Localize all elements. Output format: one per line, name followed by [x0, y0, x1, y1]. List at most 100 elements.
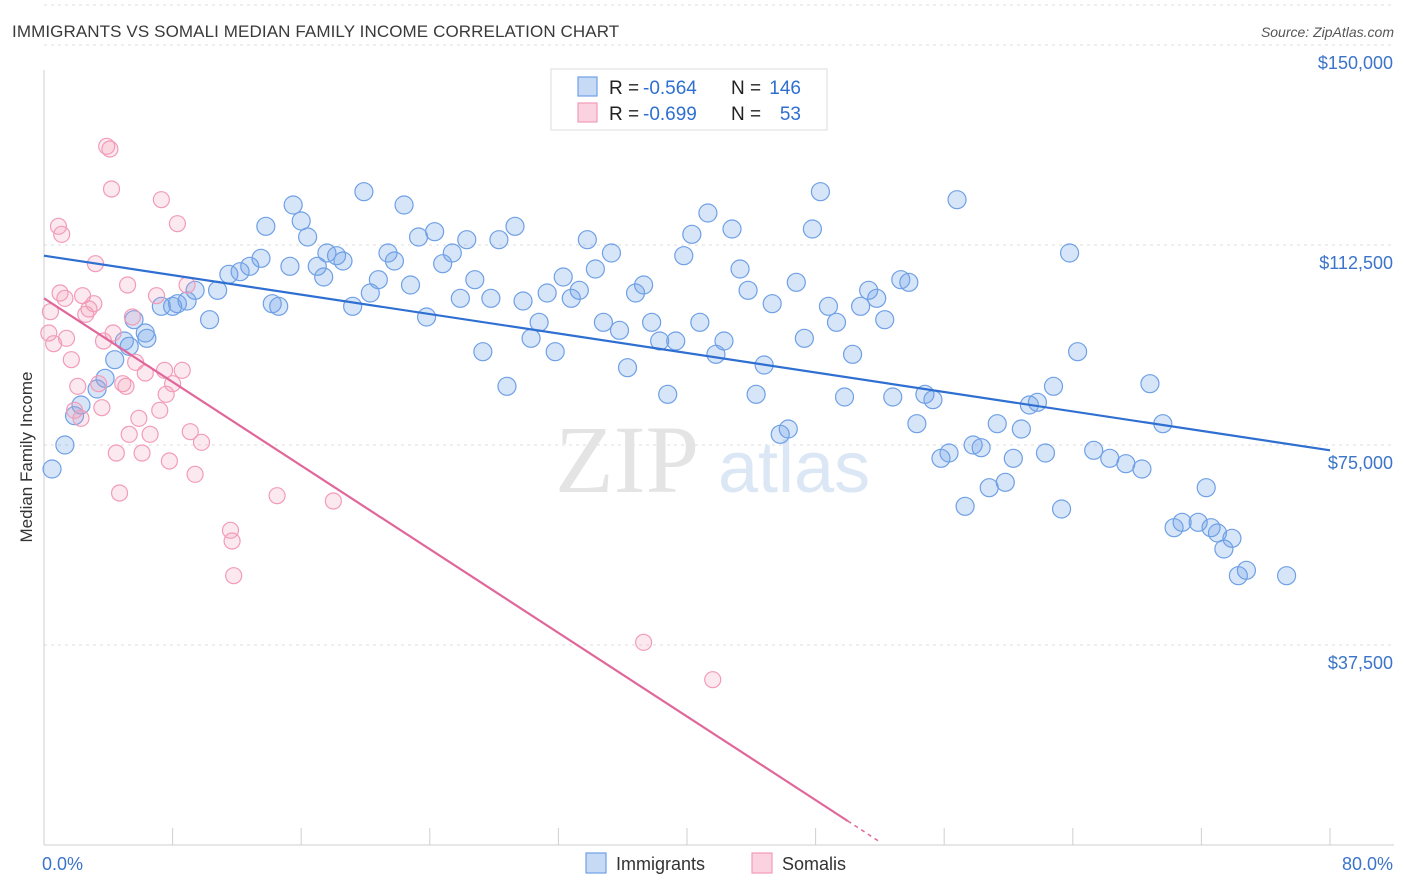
axes — [43, 70, 1394, 846]
chart-source: Source: ZipAtlas.com — [1260, 24, 1394, 40]
point-immigrants — [256, 216, 276, 236]
point-immigrants — [842, 344, 863, 364]
point-somalis — [118, 276, 137, 294]
point-immigrants — [1051, 499, 1072, 519]
point-immigrants — [585, 259, 605, 279]
point-somalis — [178, 276, 196, 294]
point-immigrants — [354, 182, 374, 202]
point-immigrants — [425, 222, 445, 242]
point-somalis — [181, 423, 199, 441]
point-immigrants — [177, 291, 197, 311]
point-immigrants — [1140, 374, 1160, 394]
point-somalis — [151, 401, 169, 419]
y-tick-label: $112,500 — [1319, 253, 1393, 273]
point-somalis — [107, 444, 125, 462]
point-immigrants — [185, 280, 205, 300]
point-immigrants — [1276, 566, 1297, 586]
legend-r-label-immigrants: R = — [609, 78, 639, 99]
x-ticks — [43, 828, 1331, 845]
bottom-legend-label-immigrants: Immigrants — [616, 854, 705, 874]
point-immigrants — [609, 320, 630, 340]
point-immigrants — [333, 251, 353, 271]
point-immigrants — [378, 243, 398, 263]
point-somalis — [123, 308, 142, 326]
point-immigrants — [1116, 454, 1136, 474]
point-immigrants — [314, 267, 334, 287]
point-somalis — [186, 465, 204, 483]
point-immigrants — [995, 472, 1015, 492]
y-tick-label: $150,000 — [1318, 53, 1393, 73]
point-immigrants — [55, 435, 75, 455]
legend-r-value-immigrants: -0.564 — [643, 78, 697, 99]
point-immigrants — [875, 310, 895, 330]
point-immigrants — [883, 387, 903, 407]
point-immigrants — [867, 288, 887, 308]
point-immigrants — [1035, 443, 1056, 463]
point-immigrants — [473, 342, 493, 362]
point-immigrants — [746, 384, 766, 404]
point-somalis — [130, 409, 148, 427]
legend-n-value-somalis: 53 — [780, 104, 801, 125]
point-somalis — [117, 377, 135, 395]
point-immigrants — [394, 195, 414, 215]
point-immigrants — [408, 227, 429, 247]
point-somalis — [152, 191, 170, 209]
x-tick-label-max: 80.0% — [1342, 854, 1393, 874]
point-somalis — [147, 287, 166, 305]
point-immigrants — [269, 296, 289, 316]
point-somalis — [133, 444, 151, 462]
trend-line-immigrants — [43, 254, 1331, 452]
point-immigrants — [1059, 243, 1080, 263]
legend-bottom: Immigrants Somalis — [585, 852, 846, 874]
point-immigrants — [690, 312, 710, 332]
point-immigrants — [778, 419, 798, 439]
point-somalis — [56, 289, 74, 307]
point-immigrants — [505, 216, 525, 236]
point-immigrants — [810, 182, 831, 202]
point-immigrants — [521, 328, 541, 348]
point-immigrants — [674, 246, 694, 266]
point-immigrants — [859, 280, 879, 300]
point-immigrants — [682, 224, 702, 244]
point-immigrants — [762, 294, 782, 314]
point-somalis — [114, 375, 132, 393]
point-immigrants — [947, 190, 967, 210]
point-immigrants — [545, 342, 565, 362]
point-immigrants — [786, 272, 806, 292]
point-immigrants — [939, 443, 959, 463]
point-immigrants — [1201, 518, 1221, 538]
legend-swatch-somalis — [577, 102, 598, 123]
bottom-legend-swatch-somalis — [751, 852, 773, 874]
point-immigrants — [1084, 440, 1104, 460]
chart-title: IMMIGRANTS VS SOMALI MEDIAN FAMILY INCOM… — [12, 22, 620, 41]
point-immigrants — [569, 280, 589, 300]
point-somalis — [102, 180, 121, 198]
point-immigrants — [666, 331, 686, 351]
point-immigrants — [343, 296, 363, 316]
point-somalis — [324, 492, 342, 510]
point-immigrants — [1011, 419, 1031, 439]
point-somalis — [72, 409, 90, 427]
point-immigrants — [442, 243, 462, 263]
point-somalis — [57, 329, 76, 347]
point-immigrants — [291, 211, 311, 231]
point-immigrants — [384, 251, 405, 271]
point-immigrants — [368, 270, 388, 290]
trend-line-somalis-extension — [847, 820, 881, 843]
point-immigrants — [851, 296, 871, 316]
point-immigrants — [1172, 512, 1192, 532]
point-immigrants — [208, 280, 228, 300]
point-immigrants — [794, 328, 814, 348]
point-immigrants — [955, 496, 975, 516]
point-immigrants — [834, 387, 855, 407]
point-immigrants — [481, 288, 501, 308]
point-immigrants — [283, 195, 303, 215]
point-immigrants — [1188, 512, 1208, 532]
y-tick-labels: $37,500 $75,000 $112,500 $150,000 — [1318, 53, 1393, 673]
point-immigrants — [617, 358, 638, 378]
point-immigrants — [307, 256, 327, 276]
point-immigrants — [433, 254, 453, 274]
point-somalis — [85, 295, 103, 313]
watermark-zip: ZIP — [555, 406, 699, 513]
point-immigrants — [593, 312, 614, 332]
